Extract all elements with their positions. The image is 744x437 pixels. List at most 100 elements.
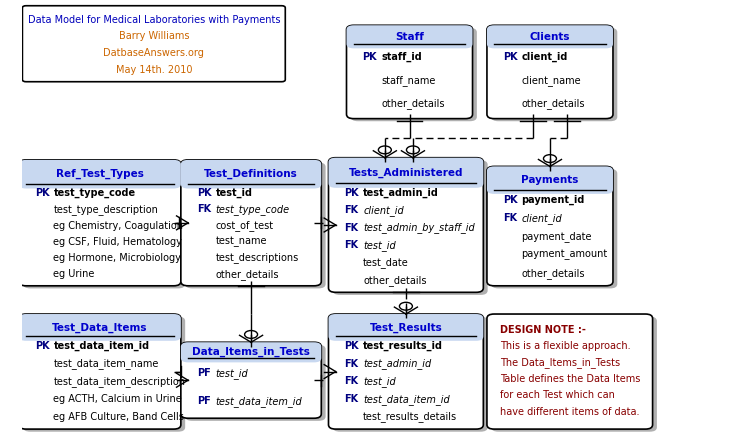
FancyBboxPatch shape [22,6,285,82]
Text: payment_amount: payment_amount [522,250,608,260]
Text: Barry Williams: Barry Williams [118,31,189,41]
Text: Ref_Test_Types: Ref_Test_Types [56,169,144,179]
Text: test_name: test_name [216,236,267,247]
Text: FK: FK [344,359,359,369]
Text: PK: PK [344,188,359,198]
Text: client_id: client_id [522,52,568,62]
Text: client_name: client_name [522,75,581,86]
Text: other_details: other_details [522,98,585,109]
Text: test_type_code: test_type_code [216,204,289,215]
FancyBboxPatch shape [347,25,472,49]
FancyBboxPatch shape [23,163,185,288]
Text: May 14th. 2010: May 14th. 2010 [115,65,192,75]
Text: have different items of data.: have different items of data. [500,407,639,416]
FancyBboxPatch shape [329,314,484,429]
Text: Staff: Staff [395,32,424,42]
Text: DatbaseAnswers.org: DatbaseAnswers.org [103,48,205,58]
Text: FK: FK [344,377,359,386]
Text: test_id: test_id [363,376,396,387]
Text: PK: PK [196,188,211,198]
Text: PK: PK [35,188,49,198]
FancyBboxPatch shape [487,25,613,49]
Text: test_results_id: test_results_id [363,341,443,351]
Text: cost_of_test: cost_of_test [216,220,274,231]
Text: Payments: Payments [522,175,579,185]
FancyBboxPatch shape [491,169,618,288]
Text: FK: FK [503,213,517,223]
Text: Clients: Clients [530,32,570,42]
Text: PK: PK [503,52,517,62]
Text: other_details: other_details [216,269,279,280]
Text: DESIGN NOTE :-: DESIGN NOTE :- [500,325,586,335]
FancyBboxPatch shape [329,158,484,292]
FancyBboxPatch shape [487,25,613,118]
Text: other_details: other_details [522,268,585,279]
FancyBboxPatch shape [19,160,181,286]
Text: other_details: other_details [381,98,445,109]
Text: The Data_Items_in_Tests: The Data_Items_in_Tests [500,357,620,368]
Text: test_id: test_id [216,188,252,198]
Text: test_data_item_id: test_data_item_id [216,396,302,407]
Text: client_id: client_id [363,205,404,216]
FancyBboxPatch shape [181,342,321,418]
Text: FK: FK [196,204,211,214]
FancyBboxPatch shape [19,160,181,188]
Text: eg Hormone, Microbiology: eg Hormone, Microbiology [54,253,182,263]
FancyBboxPatch shape [181,160,321,286]
Text: test_date: test_date [363,257,408,268]
Text: test_type_code: test_type_code [54,188,135,198]
Text: PK: PK [344,341,359,351]
Text: PF: PF [196,396,211,406]
Text: PF: PF [196,368,211,378]
Text: Data_Items_in_Tests: Data_Items_in_Tests [192,347,310,357]
FancyBboxPatch shape [333,317,487,432]
FancyBboxPatch shape [329,314,484,341]
Text: eg CSF, Fluid, Hematology: eg CSF, Fluid, Hematology [54,237,182,247]
Text: test_id: test_id [363,240,396,251]
FancyBboxPatch shape [185,345,326,421]
Text: Test_Data_Items: Test_Data_Items [52,322,147,333]
Text: staff_name: staff_name [381,75,435,86]
FancyBboxPatch shape [487,314,652,429]
Text: FK: FK [344,223,359,233]
FancyBboxPatch shape [181,160,321,188]
Text: client_id: client_id [522,212,562,223]
Text: FK: FK [344,394,359,404]
FancyBboxPatch shape [329,158,484,188]
FancyBboxPatch shape [491,317,657,432]
Text: This is a flexible approach.: This is a flexible approach. [500,341,630,351]
Text: test_descriptions: test_descriptions [216,253,298,264]
FancyBboxPatch shape [181,342,321,362]
Text: test_data_item_id: test_data_item_id [54,341,150,351]
FancyBboxPatch shape [491,28,618,121]
Text: test_admin_by_staff_id: test_admin_by_staff_id [363,222,475,233]
Text: other_details: other_details [363,275,426,286]
Text: FK: FK [344,240,359,250]
Text: PK: PK [503,194,517,205]
FancyBboxPatch shape [19,314,181,341]
FancyBboxPatch shape [487,166,613,286]
Text: test_results_details: test_results_details [363,411,458,422]
Text: eg ACTH, Calcium in Urine: eg ACTH, Calcium in Urine [54,394,182,404]
FancyBboxPatch shape [333,160,487,295]
FancyBboxPatch shape [23,317,185,432]
Text: test_data_item_description: test_data_item_description [54,376,185,387]
Text: for each Test which can: for each Test which can [500,390,615,400]
FancyBboxPatch shape [347,25,472,118]
Text: FK: FK [344,205,359,215]
FancyBboxPatch shape [19,314,181,429]
Text: eg Urine: eg Urine [54,269,94,279]
Text: test_type_description: test_type_description [54,204,158,215]
Text: payment_id: payment_id [522,194,585,205]
Text: test_data_item_name: test_data_item_name [54,358,158,369]
Text: test_admin_id: test_admin_id [363,358,432,369]
Text: eg Chemistry, Coagulation: eg Chemistry, Coagulation [54,221,183,230]
Text: staff_id: staff_id [381,52,422,62]
Text: test_data_item_id: test_data_item_id [363,394,450,405]
FancyBboxPatch shape [185,163,326,288]
Text: Test_Definitions: Test_Definitions [204,169,298,179]
FancyBboxPatch shape [351,28,477,121]
Text: payment_date: payment_date [522,231,592,242]
FancyBboxPatch shape [487,166,613,194]
Text: test_id: test_id [216,368,248,379]
